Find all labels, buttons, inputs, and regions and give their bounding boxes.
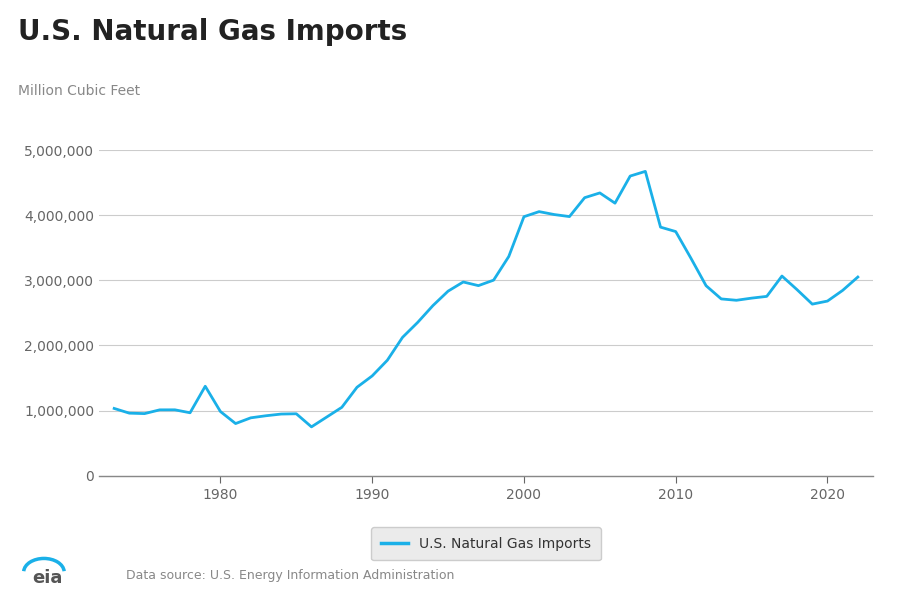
Text: Million Cubic Feet: Million Cubic Feet	[18, 84, 140, 98]
Legend: U.S. Natural Gas Imports: U.S. Natural Gas Imports	[371, 527, 601, 560]
Text: Data source: U.S. Energy Information Administration: Data source: U.S. Energy Information Adm…	[126, 569, 454, 582]
Text: U.S. Natural Gas Imports: U.S. Natural Gas Imports	[18, 18, 407, 46]
Text: eia: eia	[32, 569, 63, 587]
